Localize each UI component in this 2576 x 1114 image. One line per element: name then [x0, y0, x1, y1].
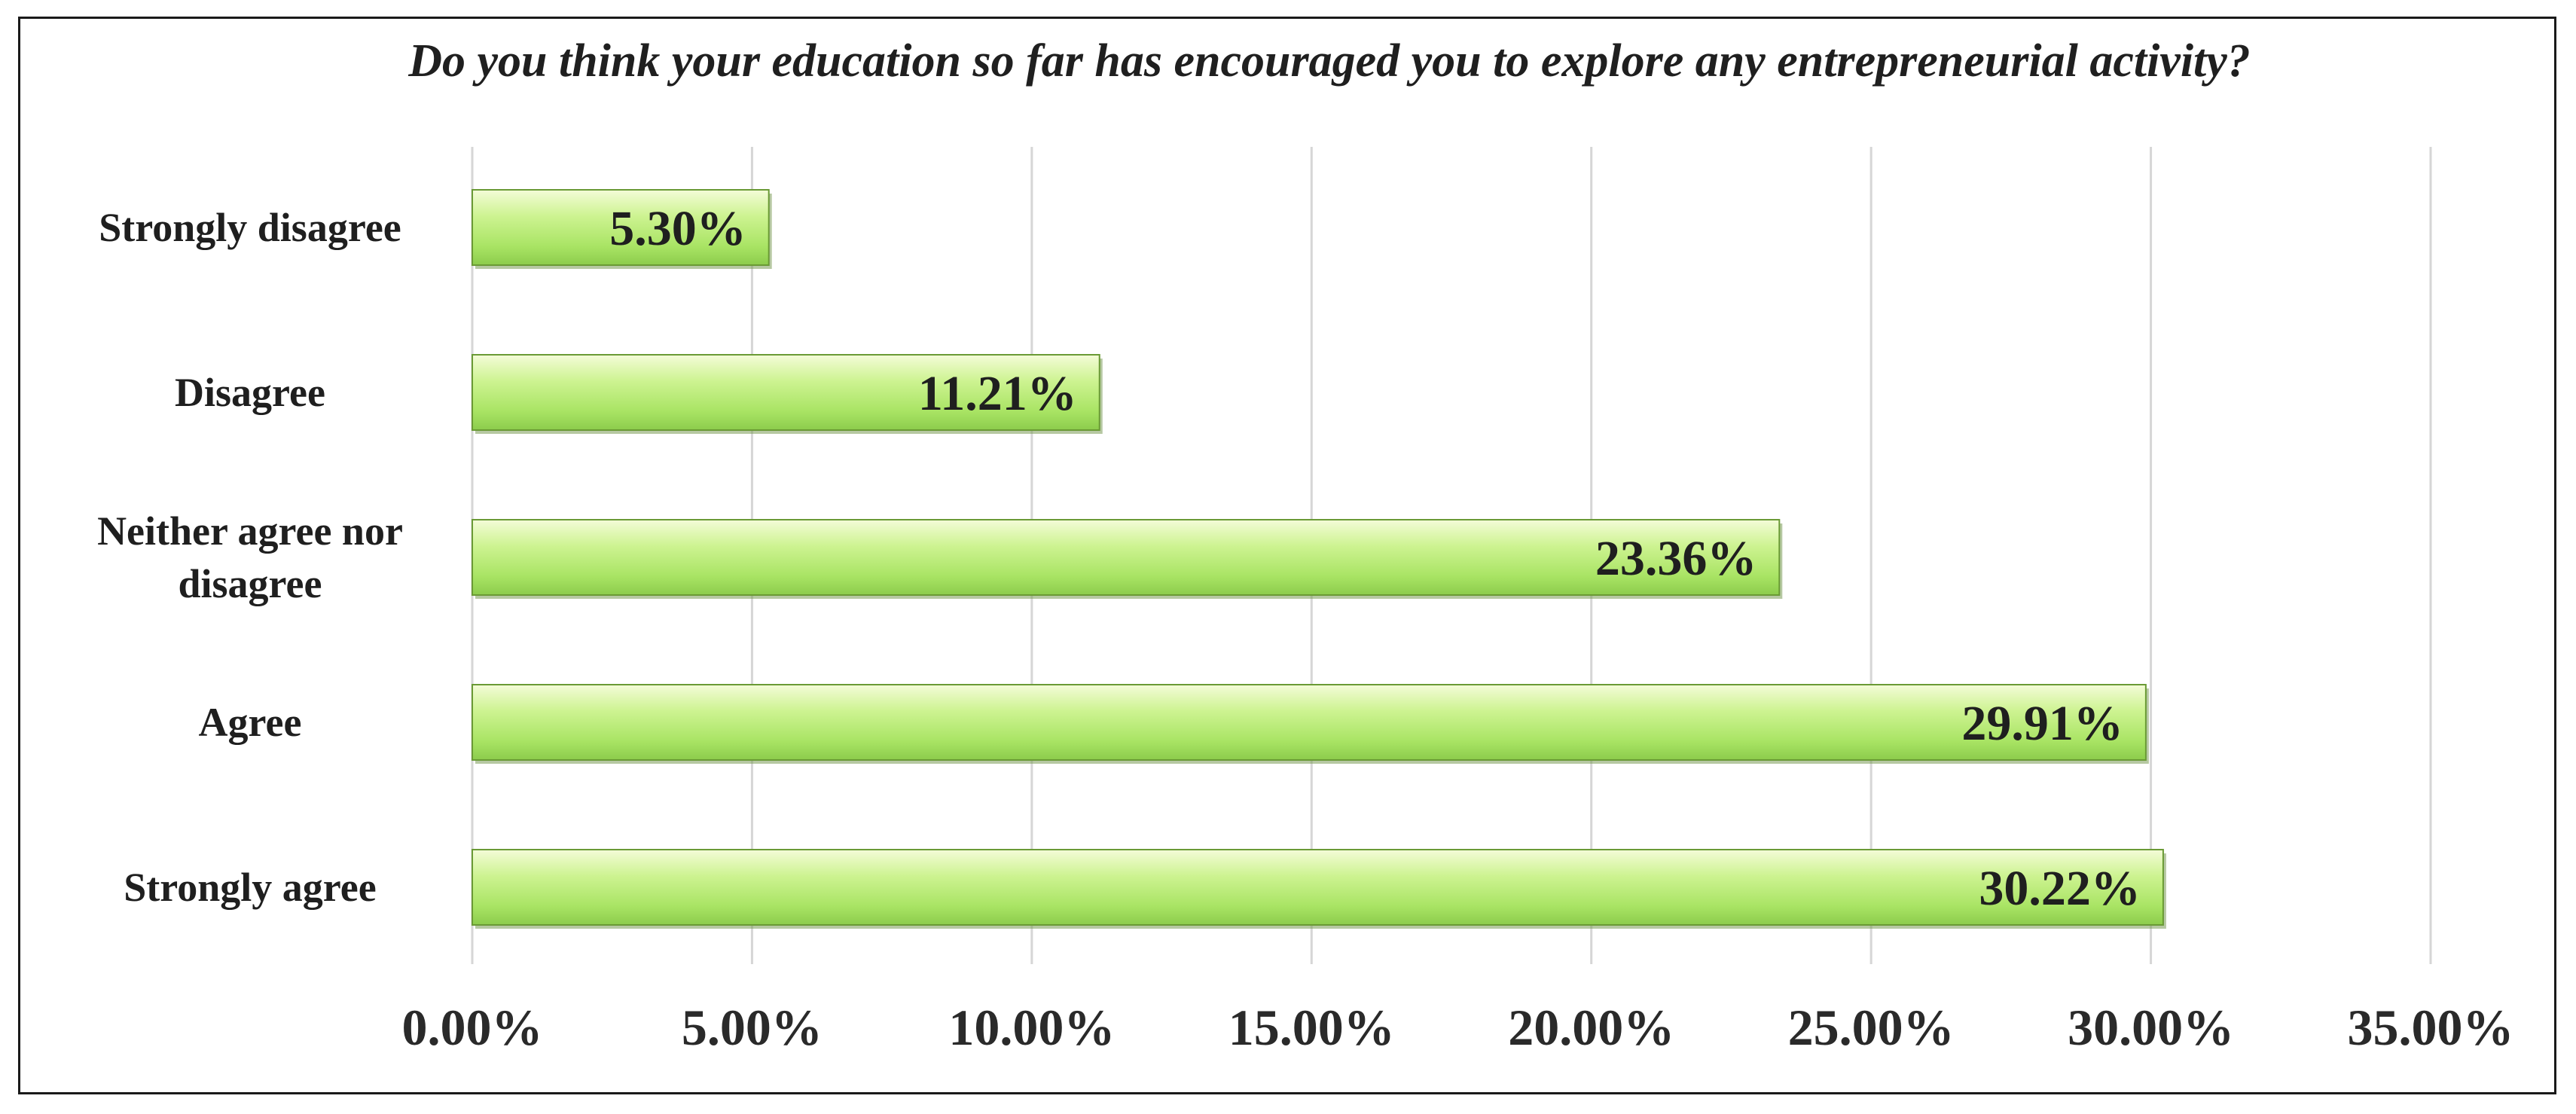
data-label: 29.91%: [1961, 696, 2123, 751]
category-label-line: Strongly disagree: [99, 205, 401, 250]
category-label-line: Disagree: [175, 370, 325, 415]
bar-group: 30.22%: [472, 849, 2166, 929]
x-tick-label: 25.00%: [1788, 999, 1955, 1056]
category-label: Disagree: [175, 370, 325, 415]
bar-chart: Do you think your education so far has e…: [97, 35, 2514, 1056]
x-axis-tick-labels: 0.00% 5.00% 10.00% 15.00% 20.00% 25.00% 30.00%…: [402, 999, 2514, 1056]
bar-group: 11.21%: [472, 354, 1103, 434]
chart-frame: Do you think your education so far has e…: [18, 17, 2556, 1094]
x-tick-label: 15.00%: [1228, 999, 1395, 1056]
bar: [472, 849, 2164, 926]
bar: [472, 354, 1100, 431]
data-label: 5.30%: [609, 201, 746, 256]
bar: [472, 684, 2147, 761]
category-label: Agree: [199, 700, 302, 745]
category-label: Strongly disagree: [99, 205, 401, 250]
bar-group: 23.36%: [472, 519, 1783, 599]
bar-group: 29.91%: [472, 684, 2149, 764]
data-label: 23.36%: [1595, 531, 1757, 586]
x-tick-label: 0.00%: [402, 999, 543, 1056]
data-label: 11.21%: [918, 366, 1077, 421]
category-label-line: Agree: [199, 700, 302, 745]
category-label-line: disagree: [179, 561, 322, 606]
data-label: 30.22%: [1979, 861, 2141, 916]
category-label: Neither agree nor disagree: [97, 508, 403, 606]
x-tick-label: 5.00%: [682, 999, 823, 1056]
bars: 5.30% 11.21% 23.36% 29.91% 30.22%: [472, 189, 2166, 929]
x-tick-label: 20.00%: [1508, 999, 1674, 1056]
bar: [472, 189, 770, 266]
bar-group: 5.30%: [472, 189, 772, 269]
bar: [472, 519, 1781, 596]
category-label-line: Neither agree nor: [97, 508, 403, 554]
chart-title: Do you think your education so far has e…: [407, 35, 2251, 87]
x-tick-label: 35.00%: [2348, 999, 2514, 1056]
x-tick-label: 10.00%: [948, 999, 1115, 1056]
category-label-line: Strongly agree: [124, 865, 376, 910]
category-labels: Strongly disagree Disagree Neither agree n…: [97, 205, 403, 910]
x-tick-label: 30.00%: [2068, 999, 2234, 1056]
category-label: Strongly agree: [124, 865, 376, 910]
